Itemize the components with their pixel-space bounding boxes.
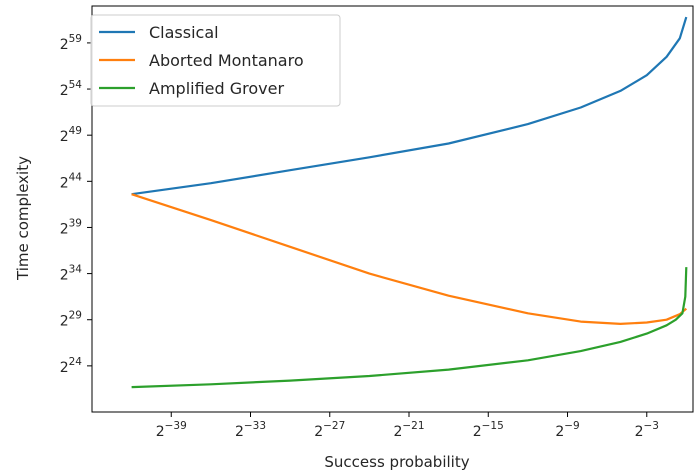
x-tick-label: 2−27 (314, 420, 345, 440)
y-tick-label: 239 (60, 217, 82, 237)
series-line-2 (131, 267, 688, 389)
legend-label-0: Classical (149, 23, 219, 42)
x-tick-label: 2−9 (555, 420, 579, 440)
x-tick-label: 2−3 (635, 420, 659, 440)
x-tick-label: 2−33 (235, 420, 266, 440)
y-tick-label: 254 (60, 79, 83, 99)
x-tick-label: 2−39 (156, 420, 187, 440)
legend-label-1: Aborted Montanaro (149, 51, 304, 70)
legend-box (90, 14, 341, 107)
y-tick-label: 234 (60, 264, 83, 284)
axes: 2−39 2−33 2−27 2−21 2−15 2−9 2−3 224 229 234 239 24… (60, 5, 694, 440)
series-line-1 (131, 193, 688, 325)
legend-label-2: Amplified Grover (149, 79, 284, 98)
y-tick-label: 244 (60, 171, 83, 191)
x-axis-label: Success probability (324, 453, 469, 471)
y-tick-label: 249 (60, 125, 82, 145)
y-tick-label: 229 (60, 310, 82, 330)
x-tick-label: 2−15 (473, 420, 504, 440)
y-axis-label: Time complexity (14, 156, 32, 281)
y-tick-label: 259 (60, 33, 82, 53)
x-tick-label: 2−21 (393, 420, 424, 440)
series-lines (131, 16, 688, 389)
legend: Classical Aborted Montanaro Amplified Grov… (90, 14, 341, 107)
axes-frame (91, 5, 694, 413)
y-tick-label: 224 (60, 356, 83, 376)
series-line-0 (131, 16, 688, 196)
